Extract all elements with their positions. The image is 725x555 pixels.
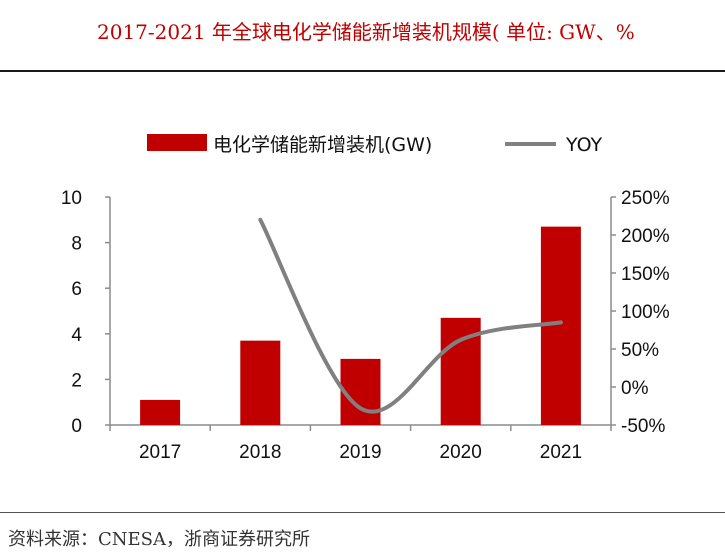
- y-right-tick-label: 200%: [621, 226, 670, 247]
- bar-2018: [240, 340, 281, 425]
- y-right-tick-label: 150%: [621, 264, 670, 285]
- x-tick-label: 2021: [540, 442, 582, 463]
- y-left-tick-labels: 0 2 4 6 8 10: [61, 188, 83, 437]
- y-left-tick-label: 4: [71, 325, 82, 346]
- y-right-tick-labels: -50% 0% 50% 100% 150% 200% 250%: [621, 188, 670, 437]
- y-left-tick-label: 6: [71, 279, 82, 300]
- title-divider: [0, 70, 725, 72]
- y-right-tick-label: 0%: [621, 378, 649, 399]
- y-left-tick-label: 10: [61, 188, 82, 209]
- bar-2019: [340, 358, 381, 425]
- y-left-tick-label: 2: [71, 370, 82, 391]
- legend: 电化学储能新增装机(GW) YOY: [147, 134, 602, 156]
- y-right-tick-label: -50%: [621, 416, 665, 437]
- x-tick-labels: 2017 2018 2019 2020 2021: [139, 442, 582, 463]
- y-left-tick-label: 0: [71, 416, 82, 437]
- yoy-line: [258, 217, 563, 414]
- x-tick-label: 2020: [440, 442, 482, 463]
- legend-bar-swatch: [147, 134, 207, 151]
- source-note: 资料来源：CNESA，浙商证券研究所: [8, 529, 310, 550]
- x-tick-label: 2017: [139, 442, 181, 463]
- bar-2017: [140, 399, 181, 425]
- x-tick-label: 2019: [339, 442, 381, 463]
- y-right-tick-label: 250%: [621, 188, 670, 209]
- y-left-tick-label: 8: [71, 234, 82, 255]
- legend-line-label: YOY: [565, 134, 602, 156]
- y-right-tick-label: 50%: [621, 340, 659, 361]
- y-right-tick-label: 100%: [621, 302, 670, 323]
- yoy-line-path: [258, 217, 563, 414]
- legend-bar-label: 电化学储能新增装机(GW): [213, 134, 432, 156]
- chart: 电化学储能新增装机(GW) YOY 2017 2018 2019 2020 2021 0…: [61, 134, 670, 463]
- chart-title: 2017-2021 年全球电化学储能新增装机规模( 单位: GW、%: [97, 20, 635, 44]
- x-tick-label: 2018: [239, 442, 281, 463]
- footer-divider: [0, 512, 725, 513]
